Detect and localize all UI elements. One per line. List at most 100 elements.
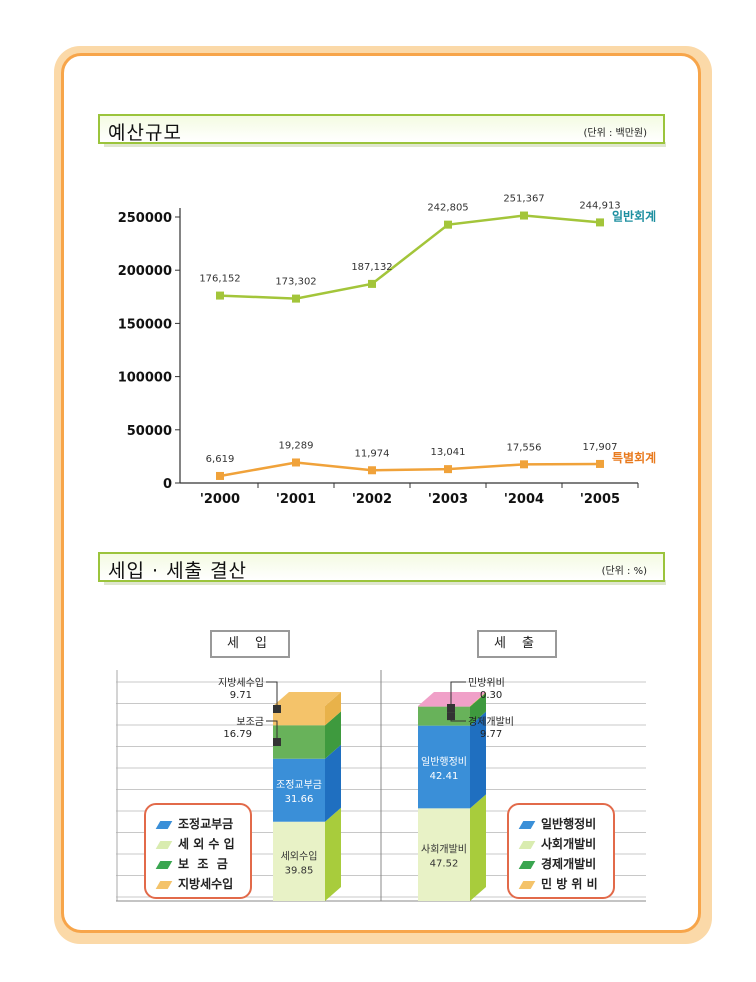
y-tick-label: 200000 — [118, 264, 172, 279]
revenue-legend: 조정교부금 세 외 수 입 보 조 금 지방세수입 — [144, 803, 252, 899]
bar-top — [273, 692, 341, 706]
x-tick-label: '2005 — [580, 492, 620, 507]
bar-segment — [273, 706, 325, 726]
legend-item: 사회개발비 — [518, 835, 597, 852]
legend-item: 경제개발비 — [518, 855, 596, 872]
legend-label: 세 외 수 입 — [178, 837, 235, 851]
data-point — [292, 294, 300, 303]
data-point — [444, 220, 452, 229]
data-point — [520, 211, 528, 220]
segment-value: 39.85 — [285, 865, 314, 876]
segment-label: 조정교부금 — [276, 779, 322, 791]
callout-marker — [447, 712, 455, 721]
callout-label: 경제개발비 — [468, 715, 514, 728]
swatch-lightgreen — [155, 840, 173, 849]
callout-value: 9.77 — [480, 729, 502, 740]
swatch-yellow — [518, 880, 536, 889]
data-label: 251,367 — [503, 194, 544, 205]
series-line — [219, 461, 601, 478]
series-name-label: 일반회계 — [612, 208, 656, 223]
legend-item: 민 방 위 비 — [518, 875, 598, 892]
swatch-lightgreen — [518, 840, 536, 849]
x-tick-label: '2000 — [200, 492, 240, 507]
bar-top — [418, 692, 486, 706]
callout-line — [450, 716, 466, 722]
data-point — [368, 279, 376, 288]
segment-value: 47.52 — [430, 859, 459, 870]
data-point — [596, 218, 604, 227]
segment-label: 세외수입 — [281, 849, 318, 862]
legend-label: 보 조 금 — [178, 857, 228, 871]
data-point — [216, 471, 224, 480]
bar-segment — [273, 725, 325, 759]
data-point — [520, 460, 528, 469]
legend-item: 보 조 금 — [155, 855, 228, 872]
title-shadow — [104, 142, 666, 147]
y-tick-label: 100000 — [118, 371, 172, 386]
bar-segment — [418, 808, 470, 901]
data-label: 17,907 — [583, 442, 618, 453]
data-label: 176,152 — [199, 274, 240, 285]
data-point — [596, 459, 604, 468]
bar-side — [470, 711, 486, 809]
segment-label: 일반행정비 — [421, 756, 467, 768]
callout-label: 민방위비 — [468, 676, 505, 689]
data-point — [444, 465, 452, 474]
bar-side — [325, 807, 341, 901]
bar-segment — [273, 758, 325, 822]
series-name-label: 특별회계 — [612, 450, 656, 465]
swatch-blue — [518, 820, 536, 829]
data-point — [216, 291, 224, 300]
data-point — [368, 466, 376, 475]
bar-segment — [418, 706, 470, 707]
data-label: 173,302 — [275, 277, 316, 288]
data-label: 17,556 — [507, 442, 542, 453]
callout-marker — [273, 738, 281, 747]
callout-value: 16.79 — [223, 729, 252, 740]
series-line — [219, 214, 601, 300]
settlement-title: 세입 · 세출 결산 — [108, 560, 248, 582]
settlement-title-bar: 세입 · 세출 결산 (단위 : %) — [98, 552, 665, 582]
segment-value: 42.41 — [430, 771, 459, 782]
bar-segment — [418, 725, 470, 809]
data-point — [292, 458, 300, 467]
swatch-green — [155, 860, 173, 869]
x-tick-label: '2001 — [276, 492, 316, 507]
budget-line-chart: 0 50000 100000 150000 200000 250000 '2000 '2001… — [118, 194, 656, 507]
y-tick-label: 0 — [163, 477, 172, 492]
expenditure-legend: 일반행정비 사회개발비 경제개발비 민 방 위 비 — [507, 803, 615, 899]
bar-side — [470, 794, 486, 901]
x-tick-label: '2002 — [352, 492, 392, 507]
x-tick-label: '2003 — [428, 492, 468, 507]
bar-side — [325, 692, 341, 726]
budget-title: 예산규모 — [108, 122, 182, 144]
x-tick-label: '2004 — [504, 492, 544, 507]
segment-label: 사회개발비 — [421, 844, 467, 856]
y-tick-label: 50000 — [127, 424, 172, 439]
data-label: 6,619 — [206, 454, 235, 465]
bar-side — [325, 744, 341, 822]
legend-label: 민 방 위 비 — [541, 877, 598, 891]
budget-unit: (단위 : 백만원) — [583, 128, 647, 139]
legend-label: 조정교부금 — [178, 817, 234, 831]
data-label: 13,041 — [431, 447, 466, 458]
budget-title-bar: 예산규모 (단위 : 백만원) — [98, 114, 665, 144]
data-label: 11,974 — [355, 448, 390, 459]
callout-line — [266, 681, 278, 709]
callout-label: 보조금 — [236, 716, 264, 728]
swatch-blue — [155, 820, 173, 829]
title-shadow — [104, 580, 666, 585]
swatch-yellow — [155, 880, 173, 889]
legend-item: 조정교부금 — [155, 815, 234, 832]
callout-value: 0.30 — [480, 690, 502, 701]
settlement-stacked-bars: 세외수입 39.85 조정교부금 31.66 사회개발비 47.52 일반행정비 42.41 지… — [116, 670, 646, 902]
callout-label: 지방세수입 — [218, 676, 264, 689]
callout-value: 9.71 — [230, 690, 252, 701]
callout-line — [450, 681, 466, 708]
bar-side — [325, 711, 341, 759]
legend-item: 지방세수입 — [155, 875, 233, 892]
callout-line — [266, 720, 278, 743]
legend-item: 일반행정비 — [518, 815, 596, 832]
legend-label: 사회개발비 — [541, 837, 597, 851]
expenditure-box-label: 세 출 — [477, 630, 557, 658]
